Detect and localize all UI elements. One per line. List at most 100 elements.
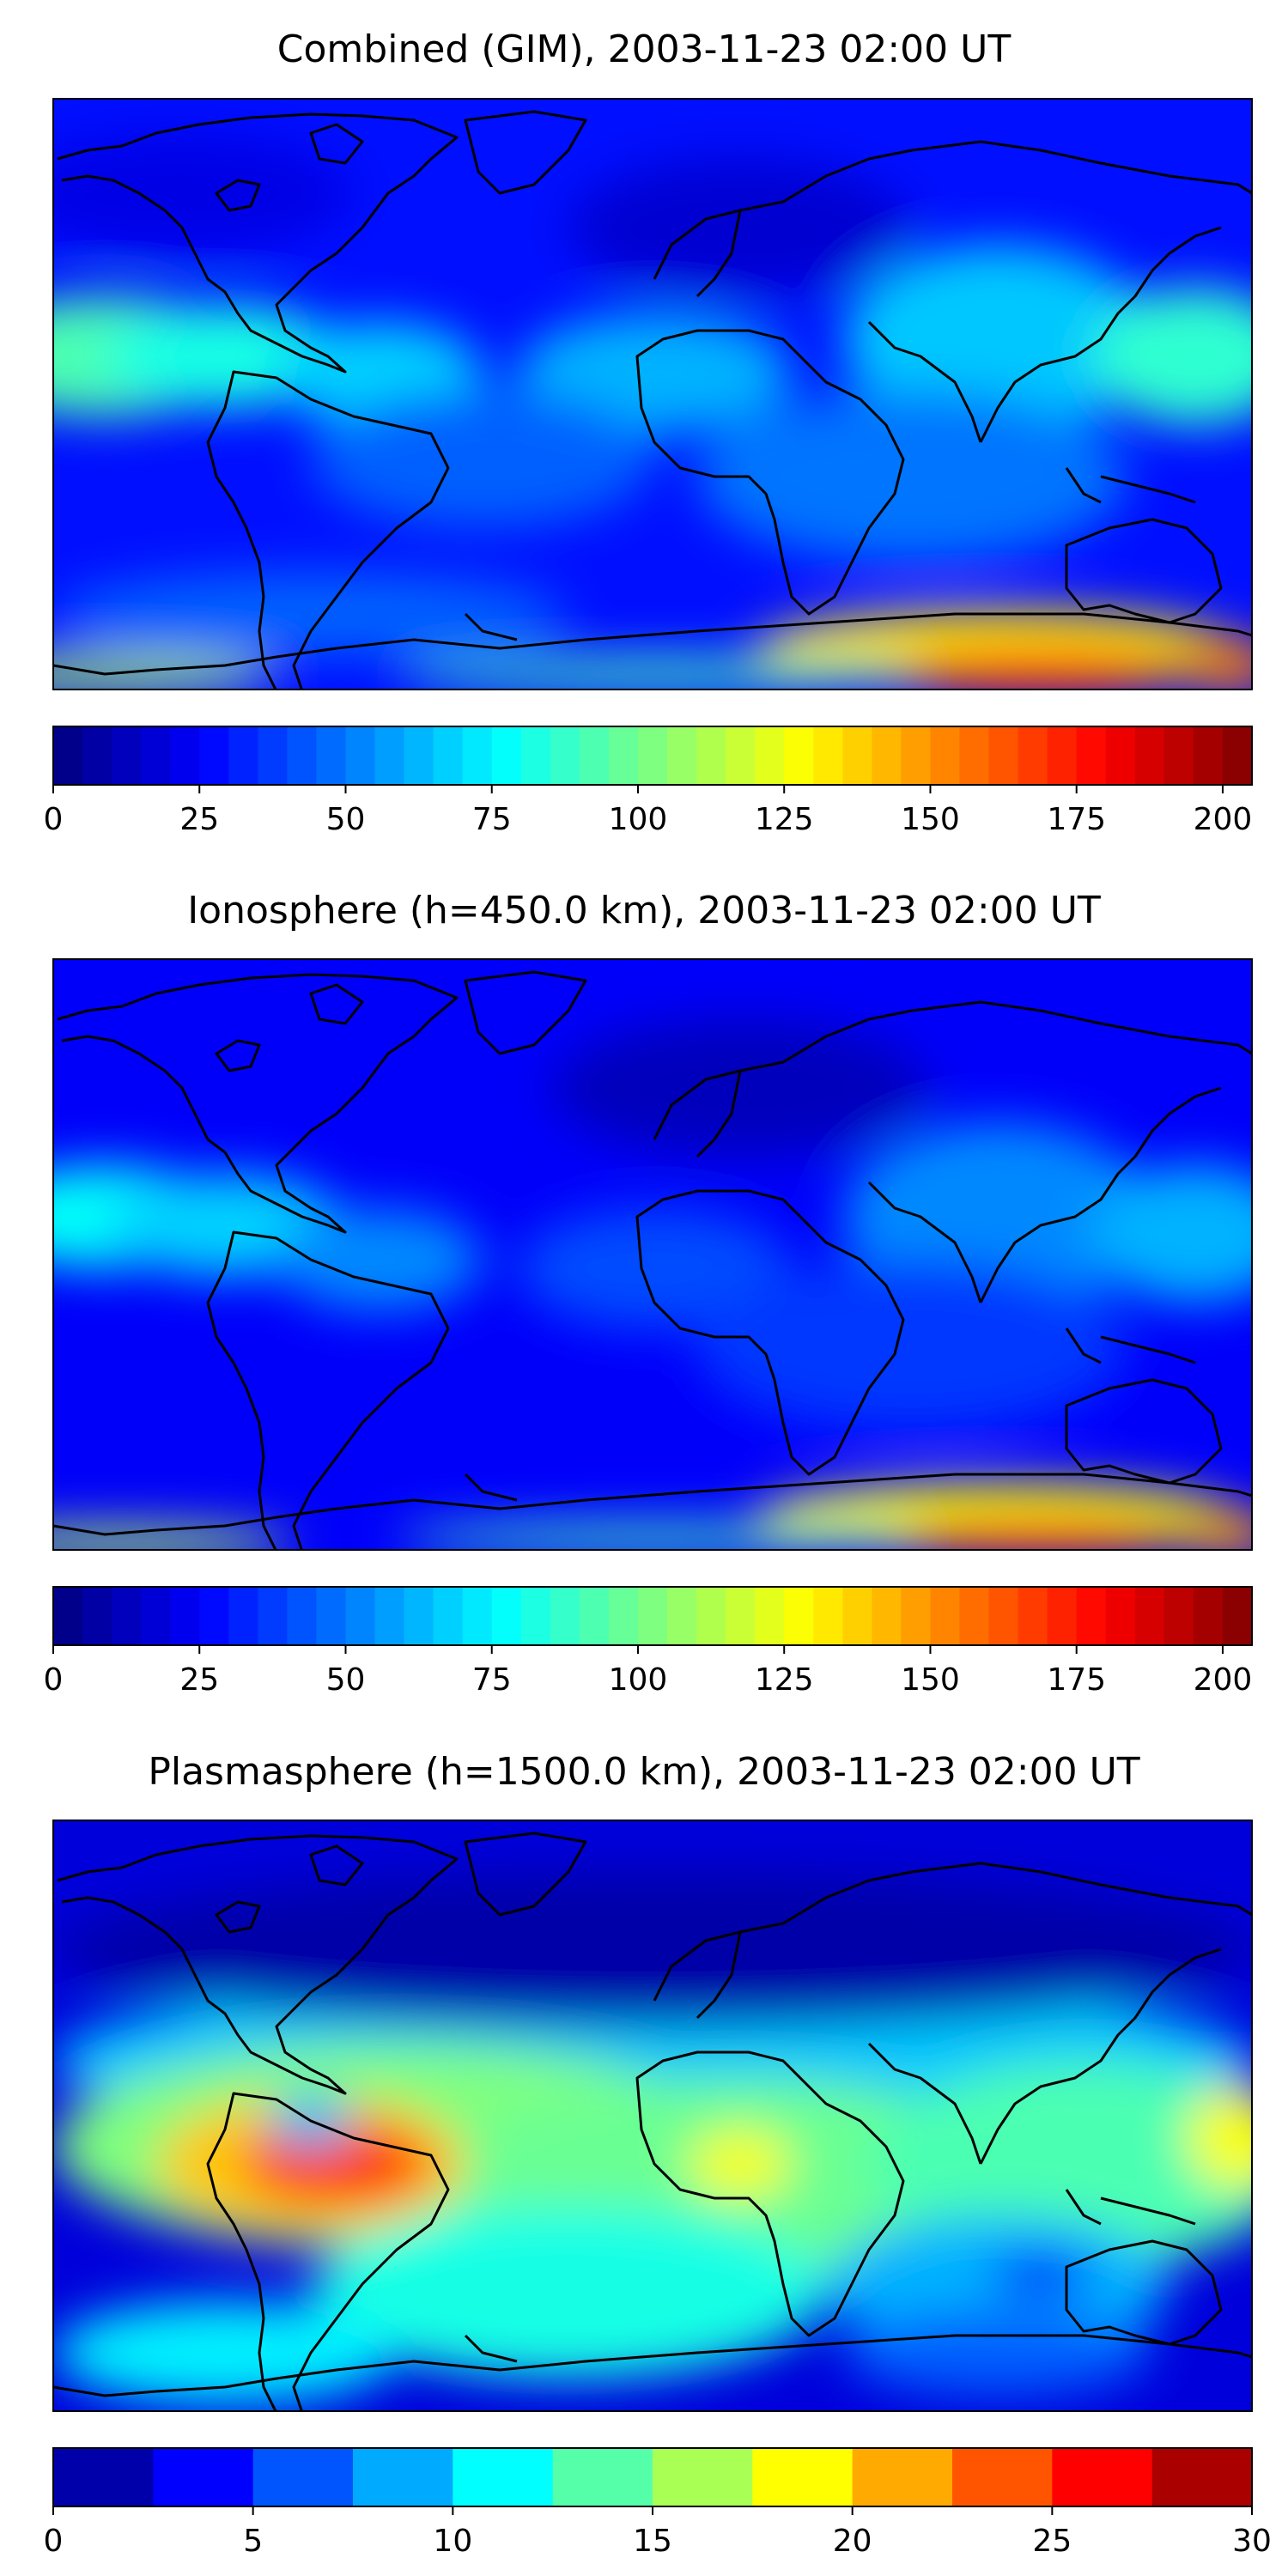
colorbar-level <box>1163 1587 1194 1645</box>
colorbar-level <box>170 1587 200 1645</box>
colorbar-level <box>228 1587 258 1645</box>
colorbar-level <box>1163 726 1194 785</box>
colorbar-tick-label: 175 <box>1047 802 1106 837</box>
colorbar-level <box>1018 726 1048 785</box>
colorbar: 0 5 10 15 20 25 30 <box>44 2447 1272 2559</box>
colorbar-level <box>1151 2448 1253 2506</box>
colorbar-level <box>552 2448 653 2506</box>
colorbar-level <box>696 1587 726 1645</box>
colorbar-level <box>1193 1587 1224 1645</box>
colorbar-level <box>199 1587 229 1645</box>
colorbar-level <box>53 1587 83 1645</box>
colorbar-level <box>1222 1587 1253 1645</box>
colorbar-level <box>520 1587 551 1645</box>
colorbar-level <box>433 1587 464 1645</box>
colorbar-tick-label: 175 <box>1047 1662 1106 1698</box>
colorbar-level <box>637 726 668 785</box>
panel-2: Ionosphere (h=450.0 km), 2003-11-23 02:0… <box>44 889 1253 1698</box>
colorbar-tick-label: 25 <box>179 1662 219 1698</box>
colorbar-level <box>53 726 83 785</box>
colorbar-level <box>726 1587 756 1645</box>
colorbar-level <box>82 726 112 785</box>
map <box>52 98 1253 690</box>
colorbar-level <box>550 726 580 785</box>
colorbar-level <box>82 1587 112 1645</box>
colorbar-level <box>520 726 551 785</box>
colorbar-level <box>988 726 1019 785</box>
colorbar-tick-label: 100 <box>609 1662 668 1698</box>
colorbar-level <box>901 1587 932 1645</box>
colorbar-level <box>755 1587 785 1645</box>
map <box>52 958 1253 1551</box>
colorbar-level <box>752 2448 854 2506</box>
colorbar-tick-label: 150 <box>901 802 960 837</box>
colorbar-tick-label: 50 <box>326 802 366 837</box>
colorbar-tick-label: 75 <box>472 802 512 837</box>
colorbar-level <box>930 726 961 785</box>
colorbar-level <box>53 2448 154 2506</box>
colorbar-level <box>696 726 726 785</box>
colorbar-tick-label: 125 <box>755 802 814 837</box>
colorbar-level <box>784 1587 814 1645</box>
colorbar-tick-label: 0 <box>44 802 64 837</box>
colorbar-level <box>252 2448 354 2506</box>
colorbar-tick-label: 150 <box>901 1662 960 1698</box>
panel-title: Plasmasphere (h=1500.0 km), 2003-11-23 0… <box>148 1750 1139 1794</box>
colorbar: 0 25 50 75 100 125 150 175 200 <box>44 726 1253 837</box>
colorbar-level <box>316 1587 347 1645</box>
colorbar-tick-label: 20 <box>833 2524 872 2559</box>
colorbar-tick-label: 75 <box>472 1662 512 1698</box>
colorbar-tick-label: 200 <box>1194 1662 1253 1698</box>
colorbar-level <box>784 726 814 785</box>
colorbar: 0 25 50 75 100 125 150 175 200 <box>44 1586 1253 1698</box>
colorbar-level <box>491 726 522 785</box>
colorbar-level <box>345 1587 376 1645</box>
colorbar-level <box>1047 1587 1078 1645</box>
colorbar-level <box>872 1587 902 1645</box>
colorbar-level <box>1222 726 1253 785</box>
colorbar-level <box>1105 1587 1136 1645</box>
colorbar-level <box>453 2448 554 2506</box>
colorbar-level <box>353 2448 453 2506</box>
map-frame <box>52 958 1253 1551</box>
colorbar-level <box>404 726 434 785</box>
colorbar-level <box>1076 1587 1107 1645</box>
colorbar-tick-label: 5 <box>243 2524 263 2559</box>
colorbar-level <box>667 726 697 785</box>
colorbar-level <box>901 726 932 785</box>
colorbar-level <box>1076 726 1107 785</box>
panel-1: Combined (GIM), 2003-11-23 02:00 UT 0 25 50… <box>44 27 1253 837</box>
colorbar-level <box>112 1587 142 1645</box>
colorbar-level <box>433 726 464 785</box>
colorbar-level <box>608 1587 639 1645</box>
colorbar-level <box>988 1587 1019 1645</box>
colorbar-level <box>608 726 639 785</box>
colorbar-level <box>1018 1587 1048 1645</box>
colorbar-level <box>112 726 142 785</box>
colorbar-level <box>959 1587 990 1645</box>
colorbar-level <box>170 726 200 785</box>
colorbar-level <box>579 1587 610 1645</box>
colorbar-tick-label: 100 <box>609 802 668 837</box>
colorbar-level <box>653 2448 753 2506</box>
colorbar-level <box>287 1587 318 1645</box>
colorbar-level <box>550 1587 580 1645</box>
colorbar-level <box>141 726 171 785</box>
map-frame <box>52 98 1253 690</box>
colorbar-level <box>959 726 990 785</box>
colorbar-tick-label: 30 <box>1232 2524 1272 2559</box>
colorbar-level <box>813 1587 843 1645</box>
colorbar-level <box>813 726 843 785</box>
colorbar-level <box>199 726 229 785</box>
colorbar-level <box>1105 726 1136 785</box>
colorbar-level <box>141 1587 171 1645</box>
colorbar-level <box>1052 2448 1153 2506</box>
map <box>52 1820 1253 2412</box>
colorbar-level <box>726 726 756 785</box>
colorbar-tick-label: 200 <box>1194 802 1253 837</box>
colorbar-tick-label: 10 <box>433 2524 472 2559</box>
colorbar-level <box>228 726 258 785</box>
colorbar-tick-label: 15 <box>633 2524 672 2559</box>
colorbar-level <box>316 726 347 785</box>
